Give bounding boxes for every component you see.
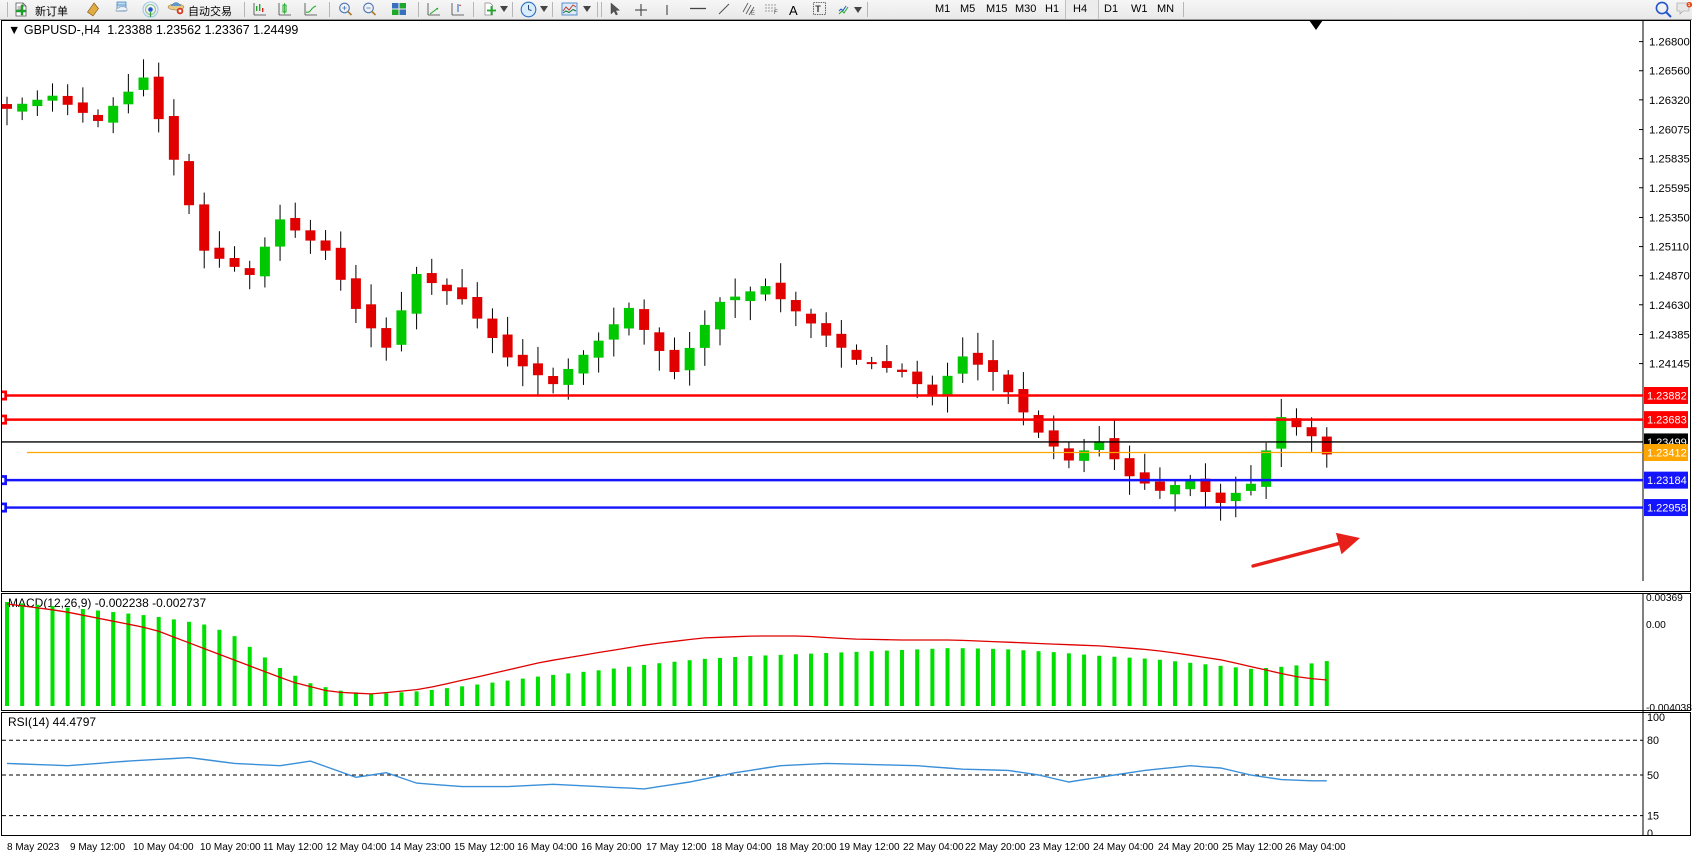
svg-text:T: T bbox=[815, 4, 821, 14]
svg-text:1.26560: 1.26560 bbox=[1649, 66, 1690, 78]
svg-text:0.00369: 0.00369 bbox=[1646, 594, 1683, 604]
svg-text:1.24870: 1.24870 bbox=[1649, 271, 1690, 283]
svg-text:1.24145: 1.24145 bbox=[1649, 359, 1690, 371]
svg-text:50: 50 bbox=[1647, 770, 1659, 782]
svg-text:1.23683: 1.23683 bbox=[1647, 415, 1687, 427]
svg-text:1.26800: 1.26800 bbox=[1649, 37, 1690, 49]
svg-text:1.23412: 1.23412 bbox=[1647, 448, 1687, 460]
svg-text:100: 100 bbox=[1647, 713, 1665, 724]
svg-text:1.26320: 1.26320 bbox=[1649, 95, 1690, 107]
svg-text:1.25350: 1.25350 bbox=[1649, 212, 1690, 224]
svg-text:1.24630: 1.24630 bbox=[1649, 300, 1690, 312]
svg-text:1.25110: 1.25110 bbox=[1649, 242, 1689, 254]
svg-text:1.26075: 1.26075 bbox=[1649, 125, 1690, 137]
svg-text:1.23184: 1.23184 bbox=[1647, 475, 1687, 487]
svg-text:1.24385: 1.24385 bbox=[1649, 329, 1690, 341]
svg-text:1.22958: 1.22958 bbox=[1647, 503, 1687, 515]
svg-text:1.25835: 1.25835 bbox=[1649, 154, 1690, 166]
svg-text:E: E bbox=[751, 11, 755, 16]
svg-text:1.23882: 1.23882 bbox=[1647, 391, 1687, 403]
svg-text:15: 15 bbox=[1647, 811, 1659, 823]
svg-text:0.00: 0.00 bbox=[1646, 620, 1666, 631]
svg-text:1.25595: 1.25595 bbox=[1649, 183, 1690, 195]
svg-text:F: F bbox=[774, 10, 778, 14]
svg-text:-0.004038: -0.004038 bbox=[1646, 703, 1692, 712]
svg-text:80: 80 bbox=[1647, 735, 1659, 747]
